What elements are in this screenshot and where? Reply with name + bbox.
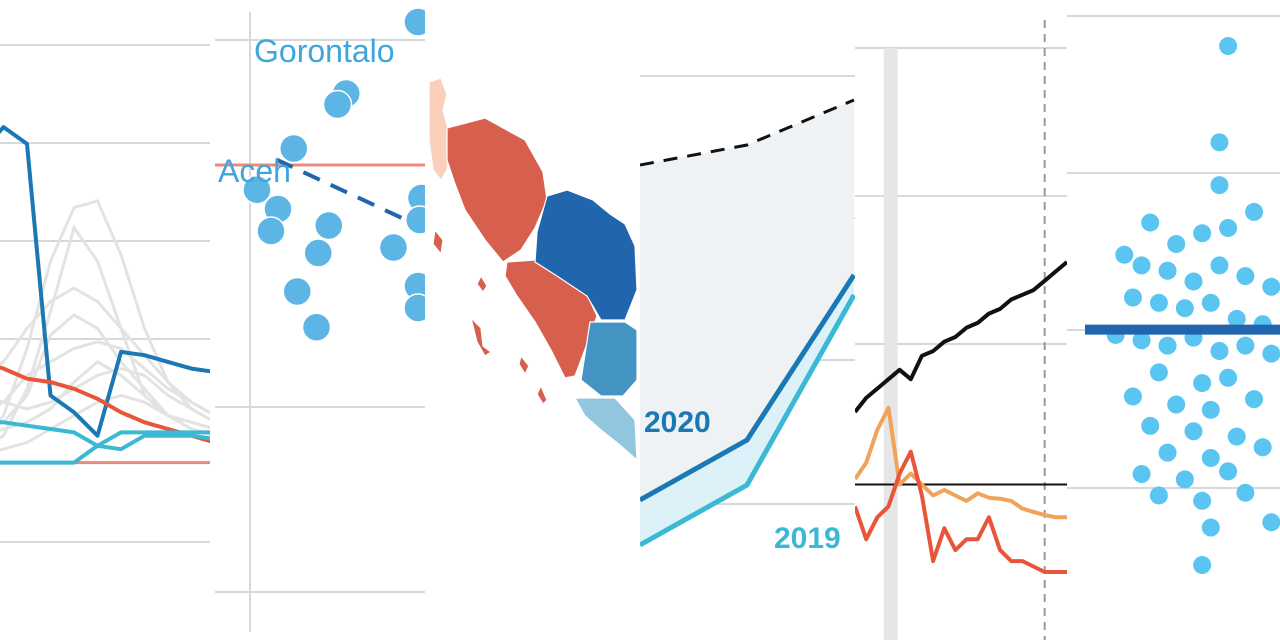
swarm-point-15: [1123, 288, 1142, 307]
scatter-point-3: [279, 133, 309, 164]
swarm-point-33: [1201, 400, 1220, 419]
swarm-point-6: [1245, 202, 1264, 221]
background-line-4: [0, 367, 210, 422]
scatter-point-0: [403, 7, 425, 37]
swarm-point-49: [1193, 556, 1212, 574]
swarm-point-3: [1141, 213, 1160, 232]
swarm-point-5: [1193, 224, 1212, 243]
series-line-0: [640, 273, 855, 503]
swarm-point-7: [1219, 218, 1238, 237]
swarm-point-19: [1227, 309, 1246, 328]
line-chart-5: [855, 20, 1067, 640]
swarm-point-9: [1132, 256, 1151, 275]
chart-panel-6: [1067, 0, 1280, 640]
series-line-2: [640, 98, 855, 167]
scatter-point-9: [303, 238, 333, 268]
scatter-point-5: [242, 175, 272, 205]
swarm-point-14: [1262, 277, 1280, 296]
scatter-point-15: [301, 312, 332, 342]
swarm-point-46: [1236, 483, 1255, 502]
chart-panel-4: 2020 2019: [640, 0, 855, 640]
swarm-point-27: [1262, 344, 1280, 363]
map-region-6: [432, 228, 548, 405]
swarm-point-40: [1253, 438, 1272, 457]
swarm-point-47: [1201, 518, 1220, 537]
swarm-point-42: [1175, 470, 1194, 489]
line-chart-1: [0, 44, 210, 543]
difference-area: [640, 275, 854, 545]
scatter-point-7: [314, 210, 344, 241]
scatter-point-11: [405, 205, 425, 235]
scatter-point-13: [282, 276, 312, 307]
swarm-point-18: [1201, 293, 1220, 312]
swarm-point-12: [1210, 256, 1229, 275]
swarm-point-23: [1158, 336, 1177, 355]
swarm-point-13: [1236, 267, 1255, 286]
series-line-1: [855, 406, 1067, 520]
swarm-point-48: [1262, 513, 1280, 532]
swarm-point-1: [1210, 133, 1229, 152]
beeswarm-chart-6: [1067, 15, 1280, 574]
scatter-chart-2: Gorontalo Aceh: [215, 7, 425, 632]
chart-panel-1: [0, 0, 210, 640]
scatter-point-14: [403, 293, 425, 323]
map-region-4: [534, 189, 638, 321]
scatter-point-6: [256, 216, 286, 246]
swarm-point-10: [1158, 261, 1177, 280]
swarm-point-35: [1141, 416, 1160, 435]
series-line-2: [855, 449, 1067, 574]
swarm-point-45: [1193, 491, 1212, 510]
swarm-point-4: [1167, 235, 1186, 253]
choropleth-map-3: [428, 77, 638, 462]
map-region-2: [446, 117, 548, 263]
background-line-6: [0, 393, 210, 452]
point-label-0: Gorontalo: [254, 33, 395, 69]
background-line-2: [0, 199, 210, 422]
background-line-3: [0, 340, 210, 415]
background-line-7: [0, 286, 210, 415]
swarm-point-11: [1184, 272, 1203, 291]
swarm-point-22: [1132, 331, 1151, 350]
swarm-point-2: [1210, 176, 1229, 195]
swarm-point-39: [1201, 449, 1220, 467]
chart-panel-2: Gorontalo Aceh: [210, 0, 425, 640]
series-line-3: [0, 430, 210, 465]
scatter-point-2: [322, 89, 353, 120]
area-chart-4: 2020 2019: [640, 75, 855, 640]
chart-panel-5: [855, 0, 1067, 640]
swarm-point-0: [1219, 37, 1238, 56]
series-label-2020: 2020: [644, 406, 711, 439]
series-line-1: [640, 293, 855, 548]
swarm-point-37: [1227, 427, 1246, 446]
swarm-point-38: [1158, 443, 1177, 462]
series-line-0: [855, 260, 1067, 414]
swarm-point-32: [1167, 395, 1186, 414]
series-line-2: [0, 420, 210, 452]
swarm-point-30: [1219, 368, 1238, 387]
swarm-point-36: [1184, 422, 1203, 441]
swarm-point-29: [1193, 374, 1212, 393]
chart-panel-3: [425, 0, 640, 640]
swarm-point-28: [1149, 363, 1168, 382]
swarm-point-17: [1175, 299, 1194, 318]
shaded-band: [640, 100, 854, 500]
map-region-5: [580, 321, 638, 397]
swarm-point-43: [1219, 462, 1238, 481]
swarm-point-41: [1132, 465, 1151, 484]
swarm-point-31: [1123, 387, 1142, 406]
swarm-point-16: [1149, 293, 1168, 312]
swarm-point-44: [1149, 486, 1168, 505]
swarm-point-34: [1245, 390, 1264, 409]
map-region-7: [573, 397, 638, 462]
swarm-point-25: [1210, 342, 1229, 360]
series-label-2019: 2019: [774, 522, 841, 555]
point-label-1: Aceh: [218, 153, 291, 189]
swarm-point-26: [1236, 336, 1255, 355]
swarm-point-8: [1115, 245, 1134, 264]
series-line-0: [0, 125, 210, 438]
highlight-band: [883, 48, 898, 640]
scatter-point-10: [378, 232, 409, 263]
trend-line: [275, 157, 419, 228]
